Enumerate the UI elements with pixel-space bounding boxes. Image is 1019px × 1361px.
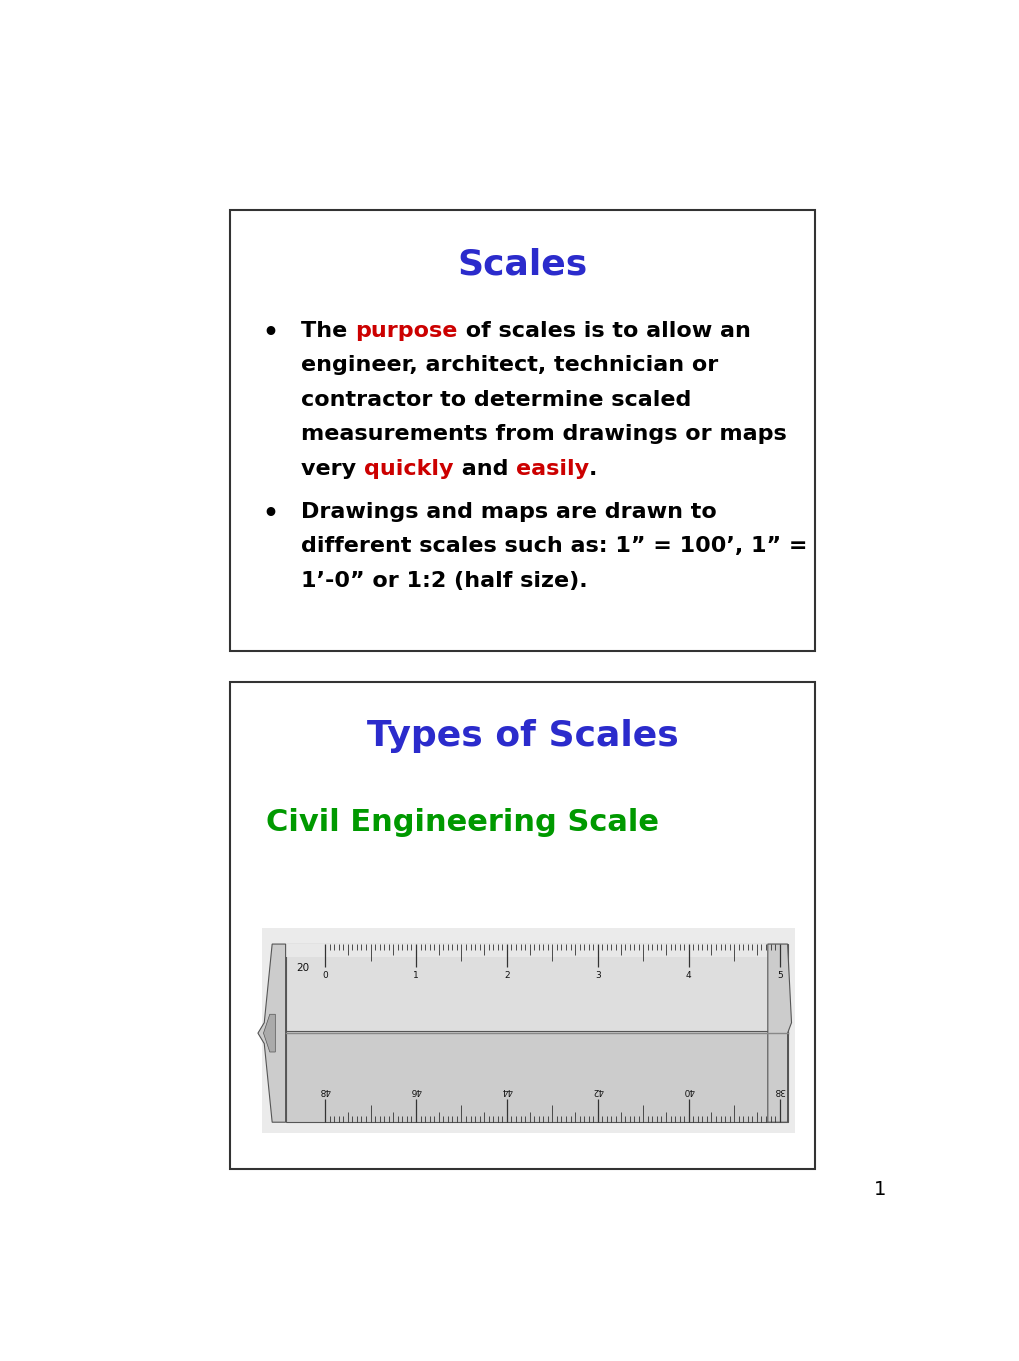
Text: 2: 2 — [503, 972, 510, 980]
Text: measurements from drawings or maps: measurements from drawings or maps — [302, 425, 787, 444]
Text: .: . — [589, 459, 597, 479]
Text: contractor to determine scaled: contractor to determine scaled — [302, 389, 691, 410]
Text: 1: 1 — [873, 1180, 886, 1199]
Text: and: and — [453, 459, 516, 479]
Text: 42: 42 — [592, 1086, 603, 1096]
Text: 48: 48 — [319, 1086, 330, 1096]
Text: Civil Engineering Scale: Civil Engineering Scale — [266, 808, 658, 837]
Text: •: • — [262, 321, 277, 344]
FancyBboxPatch shape — [230, 682, 814, 1169]
Text: Scales: Scales — [458, 248, 587, 282]
Text: 38: 38 — [773, 1086, 785, 1096]
Text: 46: 46 — [410, 1086, 421, 1096]
Polygon shape — [263, 1014, 275, 1052]
Text: easily: easily — [516, 459, 589, 479]
FancyBboxPatch shape — [230, 211, 814, 651]
Text: of scales is to allow an: of scales is to allow an — [458, 321, 750, 340]
Text: different scales such as: 1” = 100’, 1” =: different scales such as: 1” = 100’, 1” … — [302, 536, 807, 557]
FancyBboxPatch shape — [262, 928, 795, 1132]
FancyBboxPatch shape — [285, 1032, 787, 1123]
Polygon shape — [258, 945, 285, 1123]
Text: 1: 1 — [413, 972, 419, 980]
Text: 44: 44 — [500, 1086, 513, 1096]
FancyBboxPatch shape — [285, 945, 787, 957]
Text: engineer, architect, technician or: engineer, architect, technician or — [302, 355, 718, 376]
Text: 3: 3 — [594, 972, 600, 980]
Polygon shape — [767, 945, 791, 1123]
Text: 5: 5 — [776, 972, 782, 980]
Text: 40: 40 — [683, 1086, 694, 1096]
Text: 20: 20 — [296, 964, 309, 973]
Text: 4: 4 — [685, 972, 691, 980]
Text: 0: 0 — [322, 972, 328, 980]
FancyBboxPatch shape — [285, 945, 787, 1036]
Text: quickly: quickly — [364, 459, 453, 479]
Text: purpose: purpose — [355, 321, 458, 340]
Text: very: very — [302, 459, 364, 479]
Text: •: • — [262, 502, 277, 525]
Text: Drawings and maps are drawn to: Drawings and maps are drawn to — [302, 502, 716, 521]
Text: The: The — [302, 321, 355, 340]
Text: 1’-0” or 1:2 (half size).: 1’-0” or 1:2 (half size). — [302, 572, 588, 591]
Text: Types of Scales: Types of Scales — [367, 719, 678, 753]
